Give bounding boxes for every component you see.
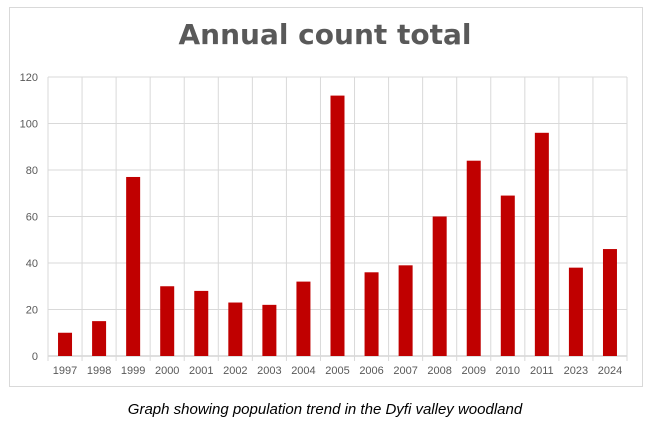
bar-2010 bbox=[500, 195, 515, 356]
x-tick-label: 2000 bbox=[155, 365, 179, 377]
bar-2011 bbox=[534, 132, 549, 356]
y-tick-label: 100 bbox=[20, 119, 38, 131]
x-tick-label: 2004 bbox=[291, 365, 315, 377]
x-tick-label: 2005 bbox=[325, 365, 349, 377]
bar-2008 bbox=[432, 216, 447, 356]
bar-2009 bbox=[466, 160, 481, 356]
bar-1997 bbox=[58, 332, 73, 356]
bar-2007 bbox=[398, 265, 413, 356]
chart-title: Annual count total bbox=[178, 18, 472, 51]
x-tick-label: 2001 bbox=[189, 365, 213, 377]
y-tick-label: 40 bbox=[26, 258, 38, 270]
x-tick-label: 2010 bbox=[496, 365, 520, 377]
y-tick-label: 120 bbox=[20, 72, 38, 84]
bar-2001 bbox=[194, 290, 209, 356]
x-tick-label: 2024 bbox=[598, 365, 622, 377]
x-tick-label: 2009 bbox=[461, 365, 485, 377]
bar-2024 bbox=[602, 249, 617, 356]
x-tick-label: 2007 bbox=[393, 365, 417, 377]
bar-2023 bbox=[568, 267, 583, 356]
bar-2004 bbox=[296, 281, 311, 356]
y-tick-label: 60 bbox=[26, 212, 38, 224]
x-tick-label: 1997 bbox=[53, 365, 77, 377]
x-axis: 1997 1998 1999 2000 2001 2002 2003 2004 2005 2006… bbox=[53, 365, 622, 377]
bar-chart: 0 20 40 60 80 100 120 1997 1998 1999 2000 2001 2002… bbox=[20, 72, 628, 377]
x-tick-label: 1998 bbox=[87, 365, 111, 377]
x-tick-label: 2006 bbox=[359, 365, 383, 377]
x-tick-label: 2003 bbox=[257, 365, 281, 377]
bar-2003 bbox=[262, 304, 277, 356]
x-tick-label: 1999 bbox=[121, 365, 145, 377]
bars bbox=[58, 95, 617, 356]
figure-caption: Graph showing population trend in the Dy… bbox=[127, 401, 523, 418]
x-tick-label: 2008 bbox=[427, 365, 451, 377]
bar-2005 bbox=[330, 95, 345, 356]
bar-1999 bbox=[126, 176, 141, 356]
x-tick-label: 2023 bbox=[564, 365, 588, 377]
gridlines bbox=[47, 76, 628, 361]
y-axis: 0 20 40 60 80 100 120 bbox=[20, 72, 38, 363]
bar-1998 bbox=[92, 321, 107, 356]
y-tick-label: 80 bbox=[26, 165, 38, 177]
x-tick-label: 2011 bbox=[530, 365, 554, 377]
bar-2000 bbox=[160, 286, 175, 356]
x-tick-label: 2002 bbox=[223, 365, 247, 377]
y-tick-label: 20 bbox=[26, 305, 38, 317]
y-tick-label: 0 bbox=[32, 351, 38, 363]
bar-2002 bbox=[228, 302, 243, 356]
bar-2006 bbox=[364, 272, 379, 356]
